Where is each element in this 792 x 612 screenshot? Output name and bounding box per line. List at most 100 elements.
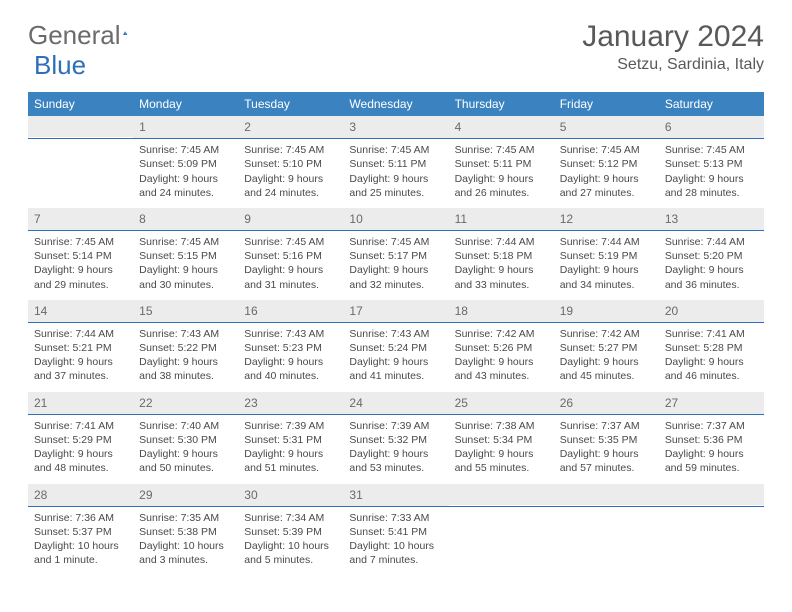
daylight-text: and 33 minutes. [455, 278, 548, 292]
daylight-text: Daylight: 9 hours [665, 263, 758, 277]
daylight-text: and 53 minutes. [349, 461, 442, 475]
calendar-table: SundayMondayTuesdayWednesdayThursdayFrid… [28, 92, 764, 578]
day-cell: Sunrise: 7:44 AMSunset: 5:21 PMDaylight:… [28, 322, 133, 391]
sunset-text: Sunset: 5:15 PM [139, 249, 232, 263]
day-body: Sunrise: 7:39 AMSunset: 5:31 PMDaylight:… [238, 415, 343, 484]
daylight-text: and 3 minutes. [139, 553, 232, 567]
day-body: Sunrise: 7:45 AMSunset: 5:11 PMDaylight:… [343, 139, 448, 208]
week-content-row: Sunrise: 7:45 AM Sunset: 5:14 PM Daylight:… [28, 231, 764, 300]
sunset-text: Sunset: 5:14 PM [34, 249, 127, 263]
day-number-cell [28, 116, 133, 139]
sunrise-text: Sunrise: 7:35 AM [139, 511, 232, 525]
sunrise-text: Sunrise: 7:42 AM [455, 327, 548, 341]
daylight-text: Daylight: 9 hours [665, 172, 758, 186]
day-number: 25 [449, 392, 554, 414]
day-cell: Sunrise: 7:45 AMSunset: 5:14 PMDaylight:… [28, 231, 133, 300]
day-number-cell: 12 [554, 208, 659, 231]
sunrise-text: Sunrise: 7:45 AM [560, 143, 653, 157]
day-number: 9 [238, 208, 343, 230]
day-number-cell: 8 [133, 208, 238, 231]
day-cell: Sunrise: 7:35 AMSunset: 5:38 PMDaylight:… [133, 506, 238, 578]
day-number-cell: 13 [659, 208, 764, 231]
day-number-cell: 22 [133, 392, 238, 415]
day-body: Sunrise: 7:45 AMSunset: 5:11 PMDaylight:… [449, 139, 554, 208]
day-cell: Sunrise: 7:36 AMSunset: 5:37 PMDaylight:… [28, 506, 133, 578]
sunset-text: Sunset: 5:26 PM [455, 341, 548, 355]
daylight-text: Daylight: 9 hours [244, 172, 337, 186]
day-header: Tuesday [238, 92, 343, 116]
sunset-text: Sunset: 5:12 PM [560, 157, 653, 171]
sunset-text: Sunset: 5:28 PM [665, 341, 758, 355]
day-number-cell: 1 [133, 116, 238, 139]
day-number: 4 [449, 116, 554, 138]
sunset-text: Sunset: 5:17 PM [349, 249, 442, 263]
sunset-text: Sunset: 5:41 PM [349, 525, 442, 539]
sunset-text: Sunset: 5:23 PM [244, 341, 337, 355]
daylight-text: Daylight: 9 hours [34, 447, 127, 461]
day-body: Sunrise: 7:43 AMSunset: 5:23 PMDaylight:… [238, 323, 343, 392]
day-cell: Sunrise: 7:45 AMSunset: 5:10 PMDaylight:… [238, 139, 343, 208]
daylight-text: and 24 minutes. [244, 186, 337, 200]
daylight-text: Daylight: 9 hours [349, 355, 442, 369]
week-number-row: 78910111213 [28, 208, 764, 231]
day-number-cell [659, 484, 764, 507]
sunset-text: Sunset: 5:20 PM [665, 249, 758, 263]
day-body: Sunrise: 7:43 AMSunset: 5:24 PMDaylight:… [343, 323, 448, 392]
sunrise-text: Sunrise: 7:36 AM [34, 511, 127, 525]
sunset-text: Sunset: 5:36 PM [665, 433, 758, 447]
day-cell: Sunrise: 7:42 AMSunset: 5:26 PMDaylight:… [449, 322, 554, 391]
day-cell: Sunrise: 7:45 AMSunset: 5:09 PMDaylight:… [133, 139, 238, 208]
day-header: Wednesday [343, 92, 448, 116]
empty-day-number [28, 116, 133, 137]
sunset-text: Sunset: 5:39 PM [244, 525, 337, 539]
day-body: Sunrise: 7:45 AMSunset: 5:14 PMDaylight:… [28, 231, 133, 300]
sunrise-text: Sunrise: 7:45 AM [665, 143, 758, 157]
day-number: 16 [238, 300, 343, 322]
daylight-text: Daylight: 9 hours [34, 355, 127, 369]
sunrise-text: Sunrise: 7:41 AM [665, 327, 758, 341]
day-number-cell: 3 [343, 116, 448, 139]
day-cell [554, 506, 659, 578]
sunrise-text: Sunrise: 7:34 AM [244, 511, 337, 525]
day-number: 21 [28, 392, 133, 414]
day-number-cell: 14 [28, 300, 133, 323]
day-number: 17 [343, 300, 448, 322]
daylight-text: and 5 minutes. [244, 553, 337, 567]
daylight-text: Daylight: 9 hours [139, 263, 232, 277]
sunset-text: Sunset: 5:30 PM [139, 433, 232, 447]
daylight-text: and 26 minutes. [455, 186, 548, 200]
day-body: Sunrise: 7:44 AMSunset: 5:20 PMDaylight:… [659, 231, 764, 300]
day-body: Sunrise: 7:44 AMSunset: 5:18 PMDaylight:… [449, 231, 554, 300]
week-content-row: Sunrise: 7:36 AMSunset: 5:37 PMDaylight:… [28, 506, 764, 578]
sunrise-text: Sunrise: 7:39 AM [349, 419, 442, 433]
sunset-text: Sunset: 5:32 PM [349, 433, 442, 447]
sunset-text: Sunset: 5:37 PM [34, 525, 127, 539]
sunrise-text: Sunrise: 7:37 AM [560, 419, 653, 433]
day-cell: Sunrise: 7:43 AMSunset: 5:22 PMDaylight:… [133, 322, 238, 391]
day-number-cell: 25 [449, 392, 554, 415]
day-cell: Sunrise: 7:45 AMSunset: 5:16 PMDaylight:… [238, 231, 343, 300]
daylight-text: and 7 minutes. [349, 553, 442, 567]
day-body: Sunrise: 7:41 AMSunset: 5:29 PMDaylight:… [28, 415, 133, 484]
day-cell: Sunrise: 7:34 AMSunset: 5:39 PMDaylight:… [238, 506, 343, 578]
day-header: Monday [133, 92, 238, 116]
daylight-text: Daylight: 9 hours [349, 172, 442, 186]
daylight-text: and 27 minutes. [560, 186, 653, 200]
daylight-text: Daylight: 9 hours [455, 172, 548, 186]
daylight-text: and 28 minutes. [665, 186, 758, 200]
daylight-text: Daylight: 9 hours [139, 447, 232, 461]
sunrise-text: Sunrise: 7:44 AM [665, 235, 758, 249]
day-number: 11 [449, 208, 554, 230]
sunset-text: Sunset: 5:16 PM [244, 249, 337, 263]
daylight-text: and 50 minutes. [139, 461, 232, 475]
day-number: 3 [343, 116, 448, 138]
daylight-text: Daylight: 9 hours [139, 355, 232, 369]
day-number-cell: 15 [133, 300, 238, 323]
sunset-text: Sunset: 5:11 PM [349, 157, 442, 171]
sunset-text: Sunset: 5:38 PM [139, 525, 232, 539]
sunrise-text: Sunrise: 7:45 AM [139, 235, 232, 249]
week-number-row: 28293031 [28, 484, 764, 507]
day-number: 8 [133, 208, 238, 230]
sunset-text: Sunset: 5:09 PM [139, 157, 232, 171]
day-number-cell: 7 [28, 208, 133, 231]
